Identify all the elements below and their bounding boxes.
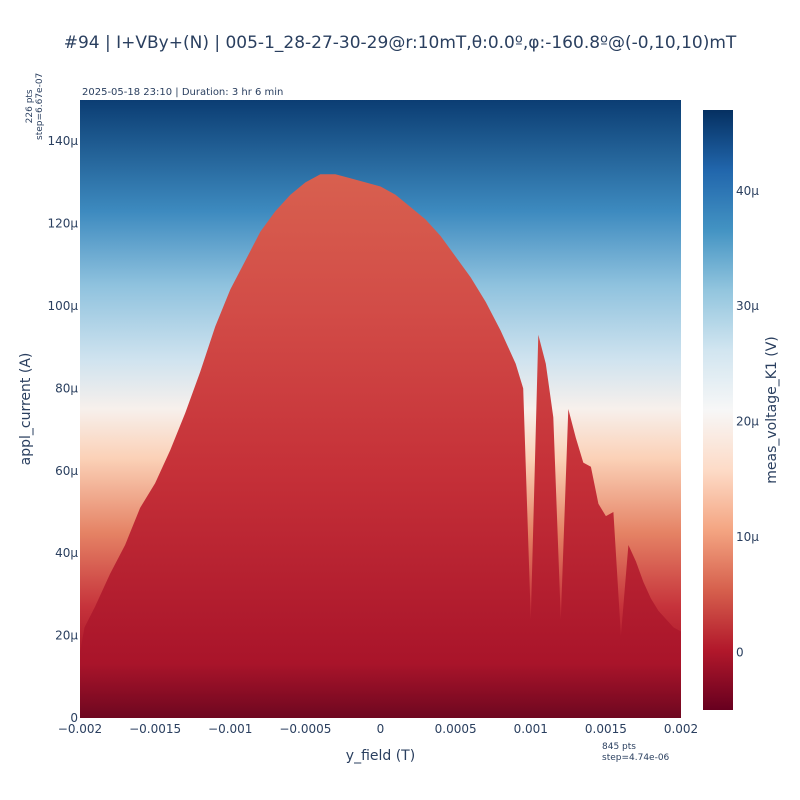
colorbar-ticks: 0 10μ 20μ 30μ 40μ	[736, 184, 759, 660]
colorbar-tick-label: 0	[736, 645, 744, 659]
x-tick-label: −0.0005	[279, 722, 331, 736]
x-points-label: 845 pts step=4.74e-06	[602, 742, 669, 764]
critical-current-region	[80, 174, 681, 718]
y-tick-label: 60μ	[55, 464, 78, 478]
y-tick-label: 80μ	[55, 381, 78, 395]
x-tick-label: 0.0005	[435, 722, 477, 736]
y-tick-label: 100μ	[47, 299, 78, 313]
y-tick-label: 20μ	[55, 629, 78, 643]
y-axis-label: appl_current (A)	[18, 353, 34, 466]
y-tick-label: 120μ	[47, 217, 78, 231]
x-axis-label: y_field (T)	[346, 748, 415, 764]
colorbar-label: meas_voltage_K1 (V)	[764, 336, 780, 483]
colorbar	[703, 110, 733, 710]
colorbar-tick-label: 40μ	[736, 184, 759, 198]
x-tick-label: 0.002	[664, 722, 698, 736]
x-tick-label: −0.0015	[129, 722, 181, 736]
x-tick-label: 0.001	[514, 722, 548, 736]
x-tick-label: −0.002	[58, 722, 102, 736]
x-tick-label: 0	[377, 722, 385, 736]
x-axis-ticks: −0.002 −0.0015 −0.001 −0.0005 0 0.0005 0.001 0.…	[58, 722, 698, 736]
run-info: 2025-05-18 23:10 | Duration: 3 hr 6 min	[82, 87, 284, 98]
x-points-step: step=4.74e-06	[602, 753, 670, 763]
x-points-count: 845 pts	[602, 742, 636, 752]
y-axis-ticks: 0 20μ 40μ 60μ 80μ 100μ 120μ 140μ	[47, 134, 78, 725]
y-tick-label: 0	[70, 711, 78, 725]
colorbar-tick-label: 20μ	[736, 415, 759, 429]
colorbar-tick-label: 30μ	[736, 299, 759, 313]
y-tick-label: 40μ	[55, 546, 78, 560]
x-tick-label: −0.001	[208, 722, 252, 736]
y-tick-label: 140μ	[47, 134, 78, 148]
x-tick-label: 0.0015	[585, 722, 627, 736]
chart-title: #94 | I+VBy+(N) | 005-1_28-27-30-29@r:10…	[63, 33, 737, 53]
colorbar-tick-label: 10μ	[736, 530, 759, 544]
